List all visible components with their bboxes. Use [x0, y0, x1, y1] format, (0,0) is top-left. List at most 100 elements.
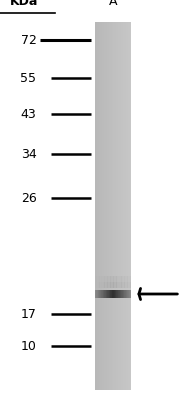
Bar [113, 282, 114, 288]
Bar [100, 276, 101, 282]
Bar [114, 276, 115, 282]
Bar [125, 276, 126, 282]
Bar [97, 276, 98, 282]
Bar [96, 290, 97, 298]
Bar [112, 290, 113, 298]
Text: 43: 43 [21, 108, 36, 120]
Bar [107, 22, 108, 390]
Bar [98, 22, 99, 390]
Bar [128, 290, 129, 298]
Bar [130, 282, 131, 288]
Bar [127, 22, 128, 390]
Bar [115, 22, 116, 390]
Bar [114, 282, 115, 288]
Bar [111, 290, 112, 298]
Bar [96, 282, 97, 288]
Bar [106, 282, 107, 288]
Bar [121, 276, 122, 282]
Bar [127, 282, 128, 288]
Bar [96, 290, 97, 298]
Bar [121, 282, 122, 288]
Bar [102, 276, 103, 282]
Bar [124, 282, 125, 288]
Bar [107, 290, 108, 298]
Text: KDa: KDa [9, 0, 38, 8]
Bar [117, 290, 118, 298]
Bar [113, 290, 114, 298]
Bar [108, 22, 109, 390]
Bar [125, 282, 126, 288]
Bar [107, 290, 108, 298]
Bar [104, 276, 105, 282]
Bar [130, 276, 131, 282]
Bar [114, 22, 115, 390]
Bar [124, 290, 125, 298]
Bar [97, 282, 98, 288]
Bar [118, 282, 119, 288]
Bar [120, 276, 121, 282]
Bar [124, 22, 125, 390]
Bar [109, 276, 110, 282]
Text: 26: 26 [21, 192, 36, 204]
Bar [123, 276, 124, 282]
Bar [96, 282, 97, 288]
Bar [127, 290, 128, 298]
Bar [116, 290, 117, 298]
Bar [124, 276, 125, 282]
Bar [113, 290, 114, 298]
Bar [127, 290, 128, 298]
Bar [105, 290, 106, 298]
Bar [116, 276, 117, 282]
Bar [102, 290, 103, 298]
Bar [119, 276, 120, 282]
Bar [117, 276, 118, 282]
Bar [110, 22, 111, 390]
Bar [110, 276, 111, 282]
Bar [130, 276, 131, 282]
Bar [126, 276, 127, 282]
Bar [101, 282, 102, 288]
Bar [122, 22, 123, 390]
Bar [113, 22, 114, 390]
Bar [119, 22, 120, 390]
Bar [99, 22, 100, 390]
Bar [123, 22, 124, 390]
Bar [101, 276, 102, 282]
Bar [101, 290, 102, 298]
Bar [130, 282, 131, 288]
Bar [100, 290, 101, 298]
Text: 17: 17 [21, 308, 36, 320]
Bar [106, 22, 107, 390]
Bar [114, 290, 115, 298]
Bar [111, 282, 112, 288]
Bar [112, 282, 113, 288]
Bar [122, 290, 123, 298]
Bar [120, 290, 121, 298]
Bar [116, 276, 117, 282]
Bar [113, 276, 114, 282]
Bar [122, 276, 123, 282]
Bar [129, 276, 130, 282]
Bar [98, 282, 99, 288]
Bar [104, 290, 105, 298]
Bar [109, 290, 110, 298]
Bar [96, 22, 97, 390]
Bar [106, 290, 107, 298]
Bar [123, 290, 124, 298]
Bar [128, 282, 129, 288]
Bar [129, 290, 130, 298]
Bar [111, 22, 112, 390]
Bar [115, 290, 116, 298]
Bar [130, 22, 131, 390]
Text: 34: 34 [21, 148, 36, 160]
Bar [102, 282, 103, 288]
Bar [105, 282, 106, 288]
Bar [102, 282, 103, 288]
Bar [127, 276, 128, 282]
Bar [95, 276, 96, 282]
Text: 10: 10 [21, 340, 36, 352]
Bar [107, 282, 108, 288]
Bar [126, 282, 127, 288]
Bar [98, 276, 99, 282]
Bar [95, 290, 96, 298]
